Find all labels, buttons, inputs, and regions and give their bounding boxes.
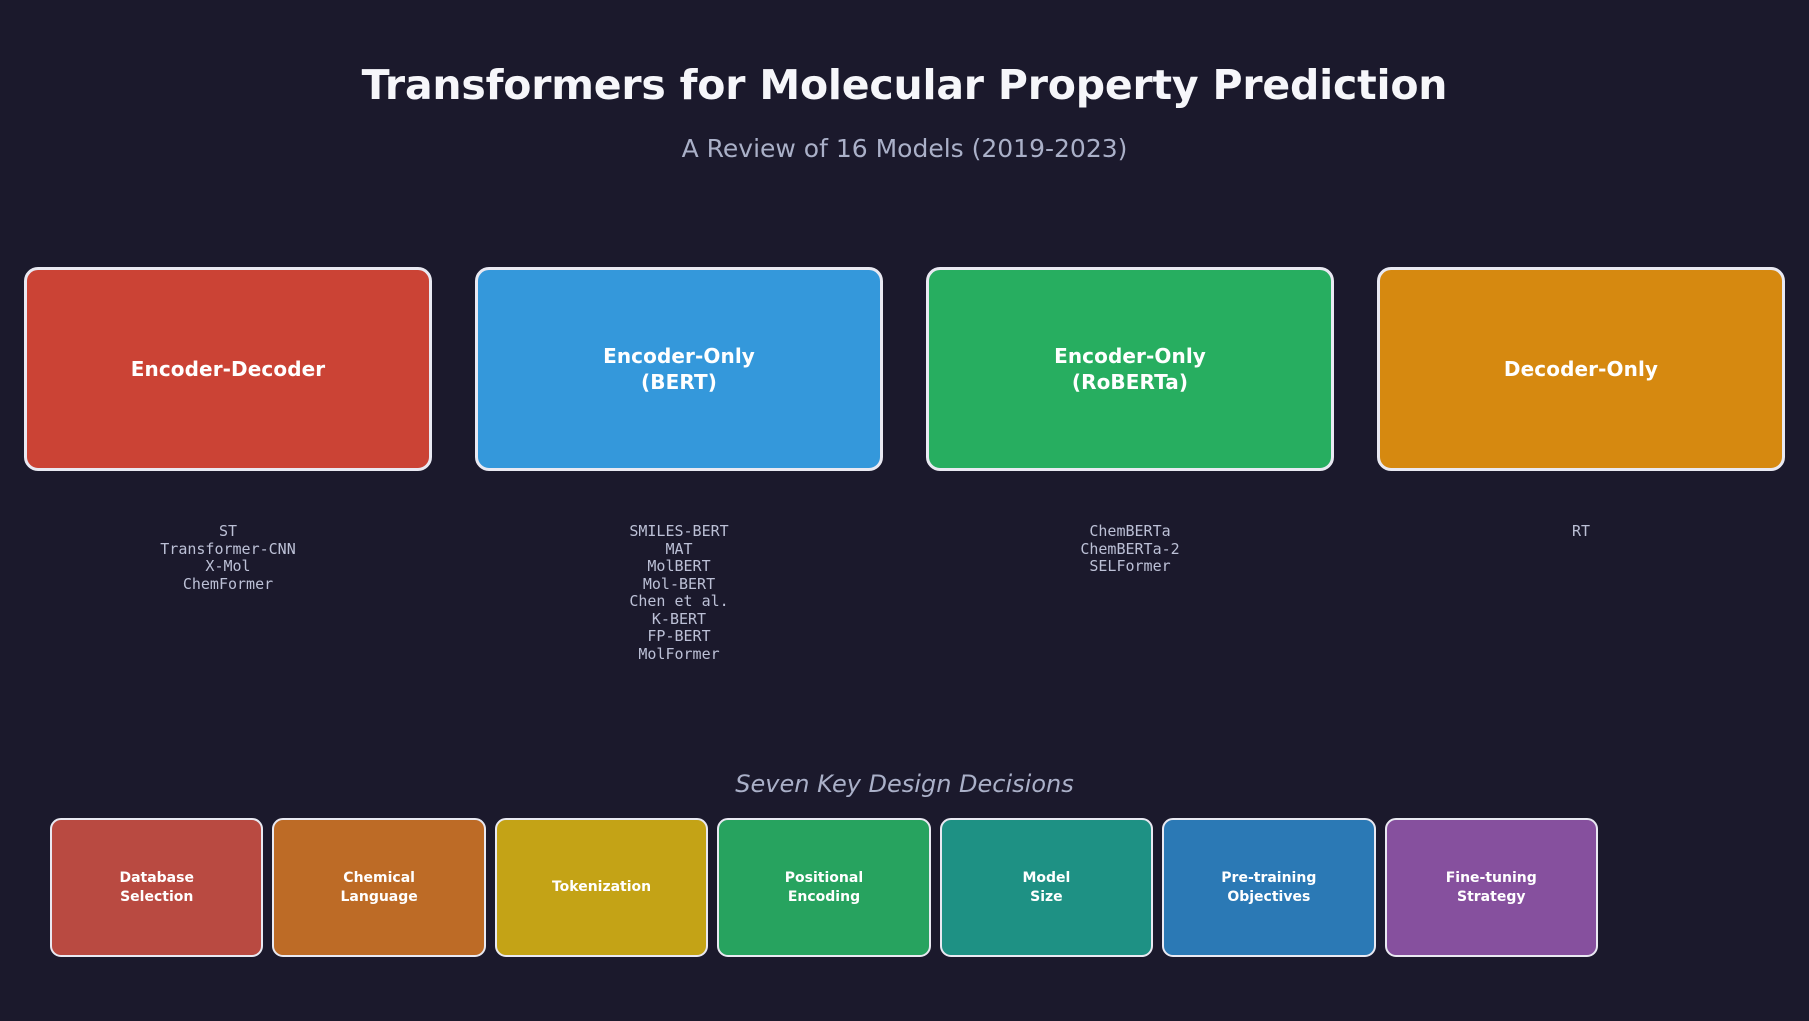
decision-card-model-size[interactable]: Model Size <box>939 818 1154 957</box>
decision-card-positional-encoding[interactable]: Positional Encoding <box>717 818 931 957</box>
page-subtitle: A Review of 16 Models (2019-2023) <box>681 134 1128 164</box>
architecture-column-encoder-only-bert: Encoder-Only (BERT) SMILES-BERT MAT MolBERT… <box>475 267 883 663</box>
decision-card-label: Model Size <box>1022 869 1071 905</box>
architecture-card-encoder-only-roberta[interactable]: Encoder-Only (RoBERTa) <box>926 267 1334 471</box>
architecture-column-encoder-decoder: Encoder-Decoder ST Transformer-CNN X-Mol Ch… <box>24 267 432 593</box>
architecture-model-list-encoder-decoder: ST Transformer-CNN X-Mol ChemFormer <box>160 522 296 593</box>
decision-card-label: Tokenization <box>551 879 652 896</box>
decision-card-label: Pre-training Objectives <box>1221 869 1317 905</box>
architecture-card-label: Encoder-Decoder <box>130 356 326 381</box>
decision-card-label: Fine-tuning Strategy <box>1445 869 1537 905</box>
decision-card-label: Chemical Language <box>340 869 418 905</box>
architecture-row: Encoder-Decoder ST Transformer-CNN X-Mol Ch… <box>24 267 1785 663</box>
architecture-model-list-decoder-only: RT <box>1571 522 1591 540</box>
architecture-column-encoder-only-roberta: Encoder-Only (RoBERTa) ChemBERTa ChemBERTa… <box>926 267 1334 576</box>
decision-card-pre-training-objectives[interactable]: Pre-training Objectives <box>1162 818 1376 957</box>
design-decisions-row: Database Selection Chemical Language Token… <box>50 818 1598 957</box>
page-title: Transformers for Molecular Property Pred… <box>361 61 1448 109</box>
decision-card-database-selection[interactable]: Database Selection <box>50 818 264 957</box>
decision-card-chemical-language[interactable]: Chemical Language <box>272 818 486 957</box>
decision-card-tokenization[interactable]: Tokenization <box>494 818 709 957</box>
architecture-card-label: Encoder-Only (BERT) <box>603 343 755 394</box>
architecture-model-list-encoder-only-roberta: ChemBERTa ChemBERTa-2 SELFormer <box>1080 522 1180 576</box>
architecture-column-decoder-only: Decoder-Only RT <box>1377 267 1785 541</box>
decision-card-label: Positional Encoding <box>784 869 864 905</box>
architecture-card-decoder-only[interactable]: Decoder-Only <box>1377 267 1785 471</box>
header: Transformers for Molecular Property Pred… <box>0 0 1809 164</box>
architecture-card-label: Decoder-Only <box>1503 356 1659 381</box>
decision-card-label: Database Selection <box>119 869 194 905</box>
architecture-card-label: Encoder-Only (RoBERTa) <box>1054 343 1206 394</box>
architecture-card-encoder-decoder[interactable]: Encoder-Decoder <box>24 267 432 471</box>
decision-card-fine-tuning-strategy[interactable]: Fine-tuning Strategy <box>1384 818 1598 957</box>
architecture-card-encoder-only-bert[interactable]: Encoder-Only (BERT) <box>475 267 883 471</box>
design-decisions-heading: Seven Key Design Decisions <box>735 770 1074 798</box>
architecture-model-list-encoder-only-bert: SMILES-BERT MAT MolBERT Mol-BERT Chen et al.… <box>629 522 729 663</box>
